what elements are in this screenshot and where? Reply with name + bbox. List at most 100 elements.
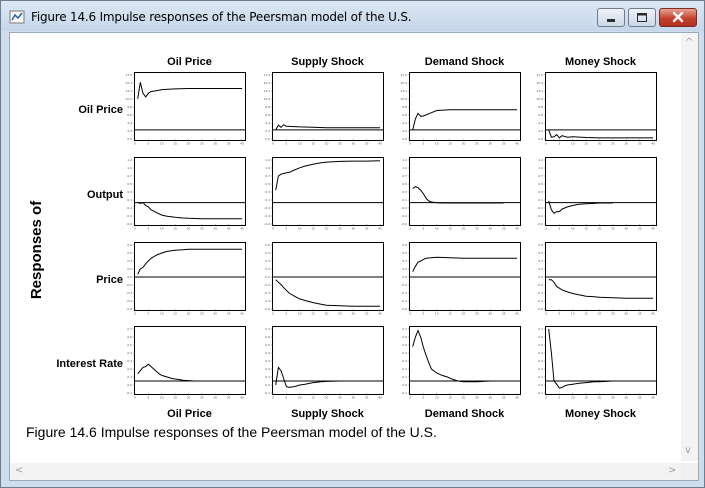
- y-tick-label: 0.1: [265, 198, 270, 202]
- y-tick-label: 17.5: [400, 73, 407, 77]
- minimize-button[interactable]: [597, 8, 625, 27]
- figure-caption: Figure 14.6 Impulse responses of the Pee…: [26, 424, 437, 440]
- x-tick-label: 40: [515, 142, 519, 146]
- panel-frame: [545, 72, 657, 141]
- x-tick-label: 15: [448, 227, 452, 231]
- y-tick-label: 8.8: [402, 105, 407, 109]
- x-tick-label: 35: [365, 227, 369, 231]
- y-tick-label: 0.0: [402, 383, 407, 387]
- y-tick-label: 0.6: [402, 243, 407, 247]
- response-line: [275, 124, 380, 131]
- y-tick-label: 4.4: [127, 121, 132, 125]
- y-tick-label: 0.2: [538, 267, 543, 271]
- x-tick-label: 15: [448, 396, 452, 400]
- x-tick-label: 30: [624, 227, 628, 231]
- scroll-up-arrow[interactable]: ^: [685, 37, 694, 48]
- x-tick-label: 15: [584, 227, 588, 231]
- y-tick-label: 15.3: [536, 81, 543, 85]
- panel-frame: [134, 326, 246, 395]
- y-tick-label: 0.5: [538, 251, 543, 255]
- column-header-top: Supply Shock: [291, 56, 365, 68]
- response-line: [548, 328, 627, 389]
- y-tick-label: 0.5: [402, 251, 407, 255]
- y-tick-label: 0.4: [265, 351, 270, 355]
- y-tick-label: -0.6: [126, 222, 132, 226]
- y-tick-label: 0.6: [127, 335, 132, 339]
- minimize-icon: [607, 19, 615, 22]
- y-tick-label: 0.0: [538, 137, 543, 141]
- x-tick-label: 30: [213, 227, 217, 231]
- column-header-bottom: Supply Shock: [291, 408, 365, 420]
- y-tick-label: 6.6: [265, 113, 270, 117]
- x-tick-label: 0: [272, 142, 274, 146]
- x-tick-label: 5: [558, 142, 560, 146]
- x-tick-label: 0: [272, 312, 274, 316]
- x-tick-label: 15: [311, 227, 315, 231]
- y-tick-label: 0.5: [265, 182, 270, 186]
- x-tick-label: 5: [558, 396, 560, 400]
- x-tick-label: 15: [448, 312, 452, 316]
- x-tick-label: 20: [325, 227, 329, 231]
- x-tick-label: 40: [651, 227, 655, 231]
- y-tick-label: 0.0: [402, 275, 407, 279]
- x-tick-label: 5: [147, 396, 149, 400]
- y-tick-label: 6.6: [127, 113, 132, 117]
- chart-panel: -0.6 -0.4 -0.3 -0.2 0.0 0.2 0.3 0.5 0.6 0 5 10 15 20 2…: [264, 242, 384, 316]
- y-tick-label: 10.9: [400, 97, 407, 101]
- y-tick-label: 1.0: [127, 166, 132, 170]
- x-tick-label: 35: [502, 227, 506, 231]
- column-header-top: Oil Price: [167, 56, 212, 68]
- y-tick-label: -0.1: [264, 391, 270, 395]
- close-button[interactable]: [659, 8, 697, 27]
- horizontal-scrollbar[interactable]: < >: [10, 463, 681, 480]
- y-tick-label: 2.2: [127, 129, 132, 133]
- y-tick-label: 13.1: [125, 89, 132, 93]
- title-bar[interactable]: Figure 14.6 Impulse responses of the Pee…: [1, 1, 704, 31]
- x-tick-label: 10: [160, 142, 164, 146]
- x-tick-label: 0: [545, 227, 547, 231]
- chart-panel: 0.0 2.2 4.4 6.6 8.8 10.9 13.1 15.3 17.5 0 5 10 15 20 2…: [536, 72, 657, 146]
- scroll-left-arrow[interactable]: <: [15, 465, 24, 476]
- x-tick-label: 10: [571, 227, 575, 231]
- scroll-right-arrow[interactable]: >: [668, 465, 677, 476]
- y-tick-label: -0.4: [126, 214, 132, 218]
- x-tick-label: 25: [338, 396, 342, 400]
- y-tick-label: 8.8: [127, 105, 132, 109]
- y-tick-label: 0.0: [265, 137, 270, 141]
- y-tick-label: -0.4: [401, 214, 407, 218]
- y-tick-label: 0.3: [265, 259, 270, 263]
- x-tick-label: 10: [435, 312, 439, 316]
- y-tick-label: 8.8: [265, 105, 270, 109]
- row-header: Oil Price: [78, 104, 123, 116]
- x-tick-label: 35: [365, 312, 369, 316]
- x-tick-label: 5: [147, 142, 149, 146]
- y-tick-label: 4.4: [538, 121, 543, 125]
- x-tick-label: 40: [240, 312, 244, 316]
- y-tick-label: 1.0: [265, 166, 270, 170]
- maximize-button[interactable]: [628, 8, 656, 27]
- response-line: [412, 329, 491, 383]
- scroll-down-arrow[interactable]: v: [685, 445, 691, 456]
- y-tick-label: 0.3: [127, 259, 132, 263]
- y-tick-label: 0.1: [538, 375, 543, 379]
- y-tick-label: -0.6: [264, 222, 270, 226]
- x-tick-label: 0: [272, 396, 274, 400]
- y-tick-label: -0.1: [126, 391, 132, 395]
- y-tick-label: -0.3: [126, 291, 132, 295]
- x-tick-label: 35: [365, 142, 369, 146]
- vertical-scrollbar[interactable]: ^ v: [681, 33, 698, 461]
- x-tick-label: 5: [285, 312, 287, 316]
- x-tick-label: 40: [378, 227, 382, 231]
- chart-panel: -0.6 -0.4 -0.3 -0.2 0.0 0.2 0.3 0.5 0.6 0 5 10 15 20 2…: [401, 242, 521, 316]
- x-tick-label: 5: [558, 227, 560, 231]
- y-tick-label: 0.4: [127, 351, 132, 355]
- x-tick-label: 0: [409, 396, 411, 400]
- x-tick-label: 40: [240, 396, 244, 400]
- x-tick-label: 35: [227, 227, 231, 231]
- x-tick-label: 15: [173, 142, 177, 146]
- panel-frame: [272, 157, 384, 226]
- y-tick-label: 0.3: [265, 190, 270, 194]
- x-tick-label: 35: [502, 142, 506, 146]
- y-tick-label: 0.1: [402, 198, 407, 202]
- x-tick-label: 25: [475, 312, 479, 316]
